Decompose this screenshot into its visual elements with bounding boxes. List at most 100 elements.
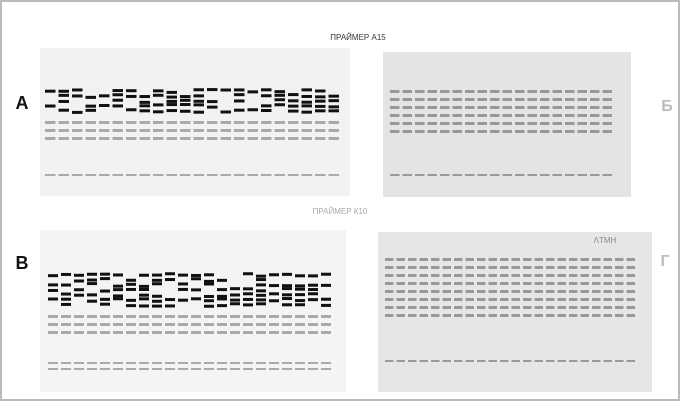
- band: [390, 174, 400, 176]
- band: [45, 90, 56, 93]
- band: [282, 284, 292, 287]
- band: [139, 315, 149, 318]
- band: [397, 298, 406, 301]
- band: [48, 323, 58, 326]
- band: [489, 290, 498, 293]
- band: [615, 274, 624, 277]
- band: [207, 174, 218, 176]
- band: [87, 273, 97, 276]
- panel-label: Б: [661, 98, 673, 115]
- band: [59, 90, 70, 93]
- band: [302, 88, 313, 91]
- band: [282, 368, 292, 370]
- band: [248, 90, 259, 93]
- band: [48, 289, 58, 292]
- band: [191, 323, 201, 326]
- band: [194, 137, 205, 140]
- band: [523, 282, 532, 285]
- band: [569, 306, 578, 309]
- band: [443, 290, 452, 293]
- band: [261, 174, 272, 176]
- band: [453, 106, 463, 109]
- band: [503, 90, 513, 93]
- band: [546, 314, 555, 317]
- band: [86, 174, 97, 176]
- band: [592, 266, 601, 269]
- band: [99, 129, 110, 132]
- band: [535, 360, 544, 362]
- band: [603, 90, 613, 93]
- band: [540, 106, 550, 109]
- band: [615, 266, 624, 269]
- band: [221, 110, 232, 113]
- band: [180, 137, 191, 140]
- band: [627, 266, 636, 269]
- band: [627, 274, 636, 277]
- band: [204, 368, 214, 370]
- band: [61, 293, 71, 296]
- band: [420, 274, 429, 277]
- band: [397, 258, 406, 261]
- band: [581, 282, 590, 285]
- band: [152, 331, 162, 334]
- band: [390, 90, 400, 93]
- band: [385, 282, 394, 285]
- band: [72, 121, 83, 124]
- band: [603, 106, 613, 109]
- band: [558, 258, 567, 261]
- band: [515, 122, 525, 125]
- band: [308, 331, 318, 334]
- band: [295, 284, 305, 287]
- band: [99, 94, 110, 97]
- band: [431, 314, 440, 317]
- band: [627, 290, 636, 293]
- band: [403, 174, 413, 176]
- band: [113, 288, 123, 291]
- band: [152, 282, 162, 285]
- band: [565, 174, 575, 176]
- panel-label: Г: [660, 253, 669, 270]
- band: [167, 91, 178, 94]
- band: [581, 360, 590, 362]
- page: ПРАЙМЕР А15 ПРАЙМЕР К10 А Б В Г ΛТМН (()…: [0, 0, 680, 401]
- band: [113, 315, 123, 318]
- band: [275, 90, 286, 93]
- band: [288, 174, 299, 176]
- band: [321, 304, 331, 307]
- band: [604, 360, 613, 362]
- band: [385, 258, 394, 261]
- band: [581, 266, 590, 269]
- band: [408, 274, 417, 277]
- band: [282, 315, 292, 318]
- band: [443, 298, 452, 301]
- band: [86, 129, 97, 132]
- band: [72, 94, 83, 97]
- band: [59, 121, 70, 124]
- band: [308, 315, 318, 318]
- band: [74, 294, 84, 297]
- band: [581, 314, 590, 317]
- band: [221, 174, 232, 176]
- band: [453, 174, 463, 176]
- band: [59, 174, 70, 176]
- band: [61, 298, 71, 301]
- band: [592, 274, 601, 277]
- band: [100, 277, 110, 280]
- band: [403, 130, 413, 133]
- band: [540, 98, 550, 101]
- band: [478, 122, 488, 125]
- band: [615, 306, 624, 309]
- band: [592, 314, 601, 317]
- band: [477, 290, 486, 293]
- band: [243, 298, 253, 301]
- band: [308, 368, 318, 370]
- band: [59, 137, 70, 140]
- band: [48, 274, 58, 277]
- band: [415, 122, 425, 125]
- band: [207, 121, 218, 124]
- band: [546, 298, 555, 301]
- band: [604, 306, 613, 309]
- band: [403, 122, 413, 125]
- band: [178, 362, 188, 364]
- band: [478, 106, 488, 109]
